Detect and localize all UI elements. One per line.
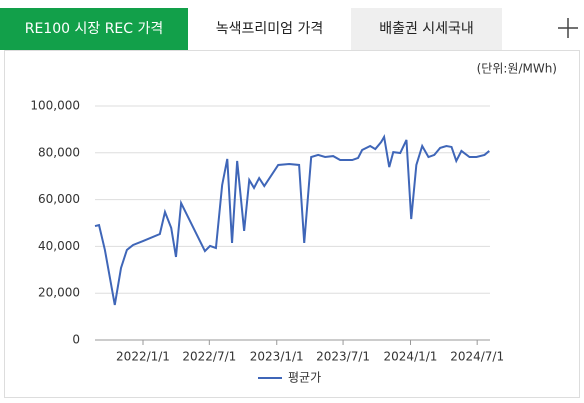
chart-panel	[4, 50, 580, 398]
tab[interactable]: 녹색프리미엄 가격	[215, 21, 324, 37]
tab[interactable]: 배출권 시세국내	[351, 8, 502, 50]
y-tick-label: 60,000	[38, 192, 80, 206]
x-tick-label: 2022/7/1	[182, 350, 236, 364]
legend-label: 평균가	[288, 371, 321, 385]
x-tick-label: 2023/7/1	[316, 350, 370, 364]
add-tab-button[interactable]	[556, 16, 580, 40]
y-tick-label: 40,000	[38, 239, 80, 253]
y-tick-label: 100,000	[30, 99, 80, 113]
x-tick-label: 2024/7/1	[450, 350, 504, 364]
x-tick-label: 2024/1/1	[384, 350, 438, 364]
y-tick-label: 80,000	[38, 145, 80, 159]
y-tick-label: 0	[72, 333, 80, 347]
y-tick-label: 20,000	[38, 286, 80, 300]
data-line	[94, 133, 490, 306]
x-tick-label: 2022/1/1	[116, 350, 170, 364]
tab[interactable]: RE100 시장 REC 가격	[0, 8, 188, 50]
x-tick-label: 2023/1/1	[250, 350, 304, 364]
unit-label: (단위:원/MWh)	[477, 62, 557, 76]
